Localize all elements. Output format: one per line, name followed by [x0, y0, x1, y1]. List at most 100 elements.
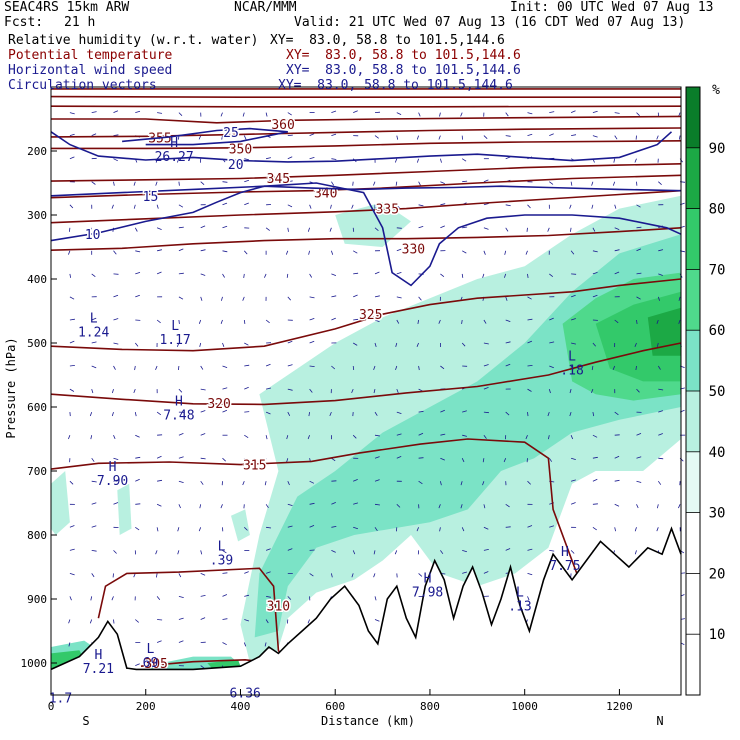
- circulation-vector-551: [549, 111, 555, 113]
- circulation-vector-61: [113, 342, 119, 345]
- circulation-vector-428: [440, 158, 442, 163]
- circulation-vector-161: [199, 342, 202, 347]
- rh-region-5: [647, 307, 681, 356]
- circulation-vector-430: [440, 203, 446, 206]
- circulation-vector-207: [243, 250, 248, 255]
- circulation-vector-421: [418, 573, 423, 577]
- circulation-vector-57: [113, 250, 117, 255]
- circulation-vector-23: [68, 619, 71, 624]
- circulation-vector-107: [157, 249, 162, 252]
- circulation-vector-96: [133, 573, 136, 578]
- circulation-vector-257: [285, 250, 289, 255]
- circulation-vector-209: [242, 296, 245, 301]
- circulation-vector-214: [244, 411, 250, 413]
- theta-contour-4: [50, 342, 682, 406]
- circulation-vector-318: [331, 502, 336, 505]
- circulation-vector-633: [614, 271, 620, 275]
- circulation-vector-245: [265, 548, 271, 551]
- extremum-symbol-8: L: [568, 349, 576, 364]
- circulation-vector-108: [156, 271, 162, 275]
- circulation-vector-530: [527, 204, 531, 209]
- circulation-vector-514: [505, 411, 510, 416]
- circulation-vector-43: [91, 502, 97, 505]
- circulation-vector-593: [570, 502, 576, 505]
- circulation-vector-237: [265, 363, 271, 367]
- wind-label-2: 15: [143, 190, 159, 205]
- circulation-vector-547: [527, 596, 530, 601]
- circulation-vector-370: [373, 550, 376, 555]
- circulation-vector-12: [69, 365, 75, 367]
- field-theta-name: Potential temperature: [8, 48, 173, 63]
- circulation-vector-334: [353, 294, 358, 298]
- circulation-vector-269: [287, 525, 293, 528]
- circulation-vector-443: [438, 504, 441, 509]
- extremum-symbol-2: L: [171, 319, 179, 334]
- colorbar: 10 20 30 40 50 60 70 80 90: [685, 86, 726, 696]
- theta-contour-7: [50, 189, 682, 224]
- circulation-vector-280: [309, 204, 312, 209]
- circulation-vector-361: [374, 342, 377, 348]
- circulation-vector-564: [547, 411, 550, 417]
- circulation-vector-670: [634, 550, 637, 555]
- circulation-vector-563: [548, 388, 551, 394]
- circulation-vector-380: [396, 204, 400, 209]
- theta-label-3: 315: [243, 459, 266, 474]
- circulation-vector-119: [156, 527, 159, 532]
- circulation-vector-142: [178, 480, 184, 483]
- circulation-vector-692: [657, 480, 662, 485]
- circulation-vector-169: [198, 527, 202, 532]
- circulation-vector-175: [200, 665, 205, 669]
- circulation-vector-270: [287, 548, 293, 551]
- circulation-vector-607: [592, 250, 598, 253]
- circulation-vector-492: [482, 481, 485, 486]
- circulation-vector-666: [636, 456, 642, 459]
- circulation-vector-186: [222, 342, 225, 347]
- circulation-vector-141: [178, 456, 184, 459]
- circulation-vector-10: [69, 318, 75, 321]
- circulation-vector-653: [634, 158, 637, 163]
- colorbar-tick-label-4: 40: [709, 445, 726, 461]
- circulation-vector-149: [178, 640, 184, 643]
- circulation-vector-287: [309, 365, 315, 367]
- circulation-vector-312: [331, 365, 336, 370]
- colorbar-tick-label-2: 20: [709, 566, 726, 582]
- circulation-vector-210: [243, 319, 246, 324]
- circulation-vector-482: [483, 250, 486, 255]
- circulation-vector-520: [505, 548, 511, 551]
- circulation-vector-558: [549, 273, 554, 278]
- circulation-vector-147: [178, 596, 184, 598]
- circulation-vector-303: [331, 158, 337, 160]
- wind-label-1: 10: [85, 228, 101, 243]
- circulation-vector-41: [91, 457, 95, 462]
- circulation-vector-261: [287, 340, 293, 344]
- circulation-vector-410: [417, 319, 419, 324]
- circulation-vector-606: [592, 227, 596, 232]
- circulation-vector-411: [416, 342, 419, 347]
- circulation-vector-92: [135, 478, 140, 482]
- circulation-vector-128: [176, 158, 180, 163]
- circulation-vector-185: [220, 319, 223, 324]
- theta-label-5: 325: [359, 308, 382, 323]
- circulation-vector-233: [264, 273, 267, 278]
- x-tick-label-1: 0: [48, 700, 55, 713]
- circulation-vectors: [68, 110, 686, 670]
- plot-frame: [50, 86, 682, 696]
- theta-contour-5: [50, 278, 682, 352]
- circulation-vector-343: [353, 502, 359, 505]
- circulation-vector-296: [309, 573, 314, 577]
- circulation-vector-22: [69, 596, 72, 601]
- wind-contour-1: [50, 182, 682, 287]
- circulation-vector-51: [113, 110, 119, 113]
- circulation-vector-76: [135, 110, 141, 113]
- circulation-vector-477: [483, 135, 488, 139]
- circulation-vector-180: [222, 202, 228, 206]
- circulation-vector-644: [614, 527, 616, 532]
- circulation-vector-511: [505, 341, 511, 344]
- circulation-vector-123: [157, 619, 163, 621]
- circulation-vector-490: [483, 434, 487, 439]
- circulation-vector-221: [244, 571, 249, 574]
- circulation-vector-532: [525, 250, 528, 255]
- circulation-vector-136: [176, 342, 180, 347]
- circulation-vector-656: [636, 226, 642, 229]
